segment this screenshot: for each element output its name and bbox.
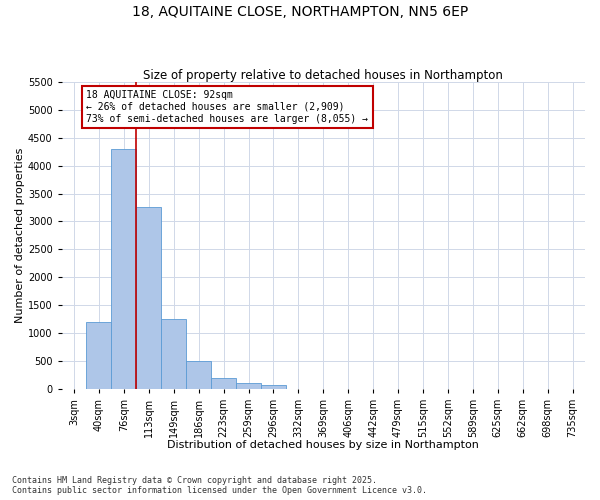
Bar: [186, 361, 211, 388]
X-axis label: Distribution of detached houses by size in Northampton: Distribution of detached houses by size …: [167, 440, 479, 450]
Title: Size of property relative to detached houses in Northampton: Size of property relative to detached ho…: [143, 69, 503, 82]
Bar: [86, 322, 112, 388]
Text: 18 AQUITAINE CLOSE: 92sqm
← 26% of detached houses are smaller (2,909)
73% of se: 18 AQUITAINE CLOSE: 92sqm ← 26% of detac…: [86, 90, 368, 124]
Y-axis label: Number of detached properties: Number of detached properties: [15, 148, 25, 323]
Bar: [236, 383, 261, 388]
Bar: [161, 319, 186, 388]
Bar: [211, 378, 236, 388]
Bar: [112, 149, 136, 388]
Bar: [261, 384, 286, 388]
Bar: [136, 208, 161, 388]
Text: 18, AQUITAINE CLOSE, NORTHAMPTON, NN5 6EP: 18, AQUITAINE CLOSE, NORTHAMPTON, NN5 6E…: [132, 5, 468, 19]
Text: Contains HM Land Registry data © Crown copyright and database right 2025.
Contai: Contains HM Land Registry data © Crown c…: [12, 476, 427, 495]
